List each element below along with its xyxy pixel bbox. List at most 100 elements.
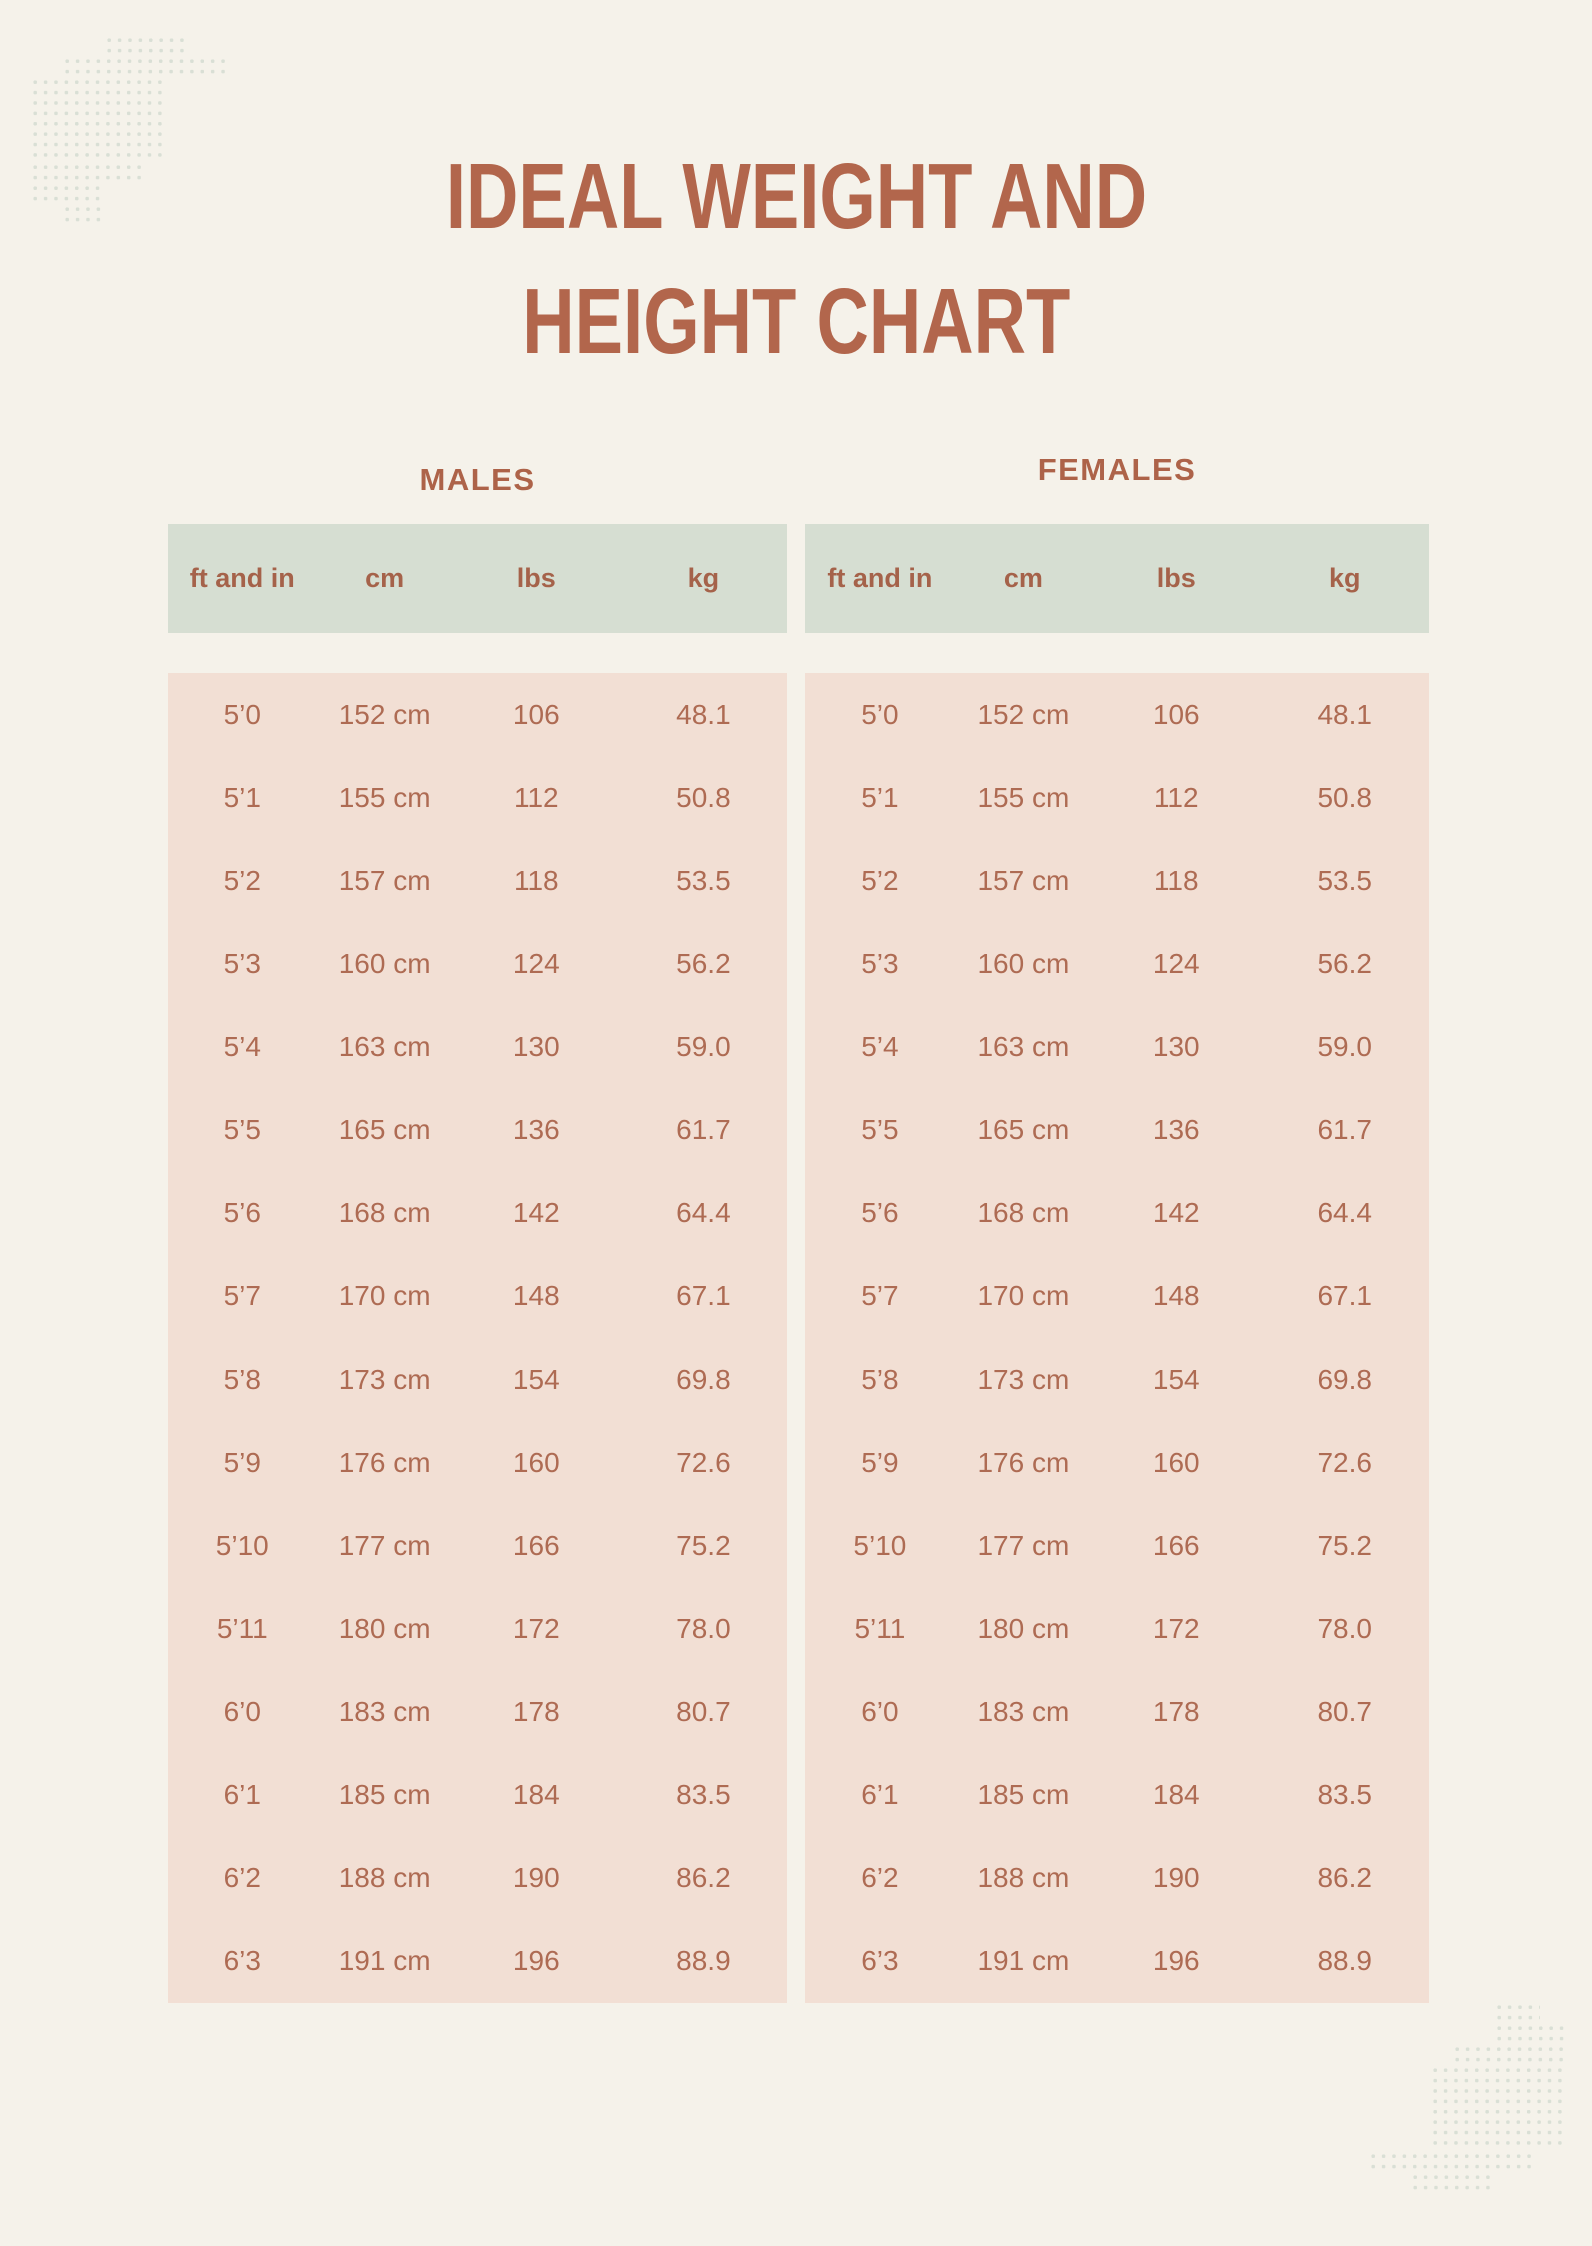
table-row: 5’2 157 cm 118 53.5 bbox=[805, 839, 1429, 922]
table-row: 5’1 155 cm 112 50.8 bbox=[805, 756, 1429, 839]
cell-kg: 75.2 bbox=[676, 1529, 731, 1561]
table-row: 6’3 191 cm 196 88.9 bbox=[805, 1920, 1429, 2003]
cell-ft-in: 5’0 bbox=[861, 698, 899, 730]
page-title: IDEAL WEIGHT AND HEIGHT CHART bbox=[0, 134, 1592, 384]
cell-cm: 180 cm bbox=[338, 1612, 431, 1644]
cell-kg: 88.9 bbox=[1317, 1945, 1372, 1977]
table-row: 5’3 160 cm 124 56.2 bbox=[805, 922, 1429, 1005]
cell-kg: 50.8 bbox=[676, 781, 731, 813]
cell-ft-in: 6’1 bbox=[223, 1779, 261, 1811]
cell-kg: 50.8 bbox=[1317, 781, 1372, 813]
cell-lbs: 112 bbox=[1153, 781, 1199, 813]
cell-ft-in: 5’4 bbox=[223, 1031, 261, 1063]
cell-cm: 191 cm bbox=[338, 1945, 431, 1977]
cell-lbs: 166 bbox=[512, 1529, 560, 1561]
table-row: 5’2 157 cm 118 53.5 bbox=[168, 839, 787, 922]
cell-kg: 69.8 bbox=[676, 1363, 731, 1395]
cell-cm: 155 cm bbox=[977, 781, 1070, 813]
page-title-line2: HEIGHT CHART bbox=[521, 269, 1071, 373]
cell-cm: 168 cm bbox=[338, 1197, 431, 1229]
table-row: 5’4 163 cm 130 59.0 bbox=[168, 1006, 787, 1089]
cell-cm: 180 cm bbox=[977, 1612, 1070, 1644]
cell-kg: 67.1 bbox=[676, 1280, 731, 1312]
cell-ft-in: 5’6 bbox=[861, 1197, 899, 1229]
cell-lbs: 166 bbox=[1152, 1529, 1200, 1561]
cell-cm: 176 cm bbox=[977, 1446, 1070, 1478]
cell-ft-in: 5’5 bbox=[861, 1114, 899, 1146]
cell-cm: 185 cm bbox=[338, 1779, 431, 1811]
dot-pattern-top-left bbox=[28, 181, 105, 204]
table-row: 5’9 176 cm 160 72.6 bbox=[805, 1421, 1429, 1504]
cell-cm: 157 cm bbox=[977, 864, 1070, 896]
cell-ft-in: 5’1 bbox=[861, 781, 899, 813]
table-row: 5’5 165 cm 136 61.7 bbox=[168, 1089, 787, 1172]
cell-lbs: 160 bbox=[512, 1446, 560, 1478]
cell-ft-in: 5’1 bbox=[223, 781, 261, 813]
cell-ft-in: 5’8 bbox=[223, 1363, 261, 1395]
dot-pattern-top-left bbox=[102, 33, 190, 56]
cell-cm: 155 cm bbox=[338, 781, 431, 813]
cell-cm: 160 cm bbox=[977, 947, 1070, 979]
dot-pattern-bottom-right bbox=[1492, 2000, 1540, 2022]
cell-lbs: 130 bbox=[512, 1031, 560, 1063]
cell-kg: 56.2 bbox=[676, 947, 731, 979]
cell-kg: 80.7 bbox=[1317, 1696, 1372, 1728]
cell-ft-in: 6’3 bbox=[861, 1945, 899, 1977]
cell-cm: 168 cm bbox=[977, 1197, 1070, 1229]
cell-lbs: 172 bbox=[512, 1612, 560, 1644]
cell-lbs: 190 bbox=[1152, 1862, 1200, 1894]
dot-pattern-top-left bbox=[60, 202, 106, 225]
page-title-line1: IDEAL WEIGHT AND bbox=[445, 144, 1147, 248]
cell-lbs: 178 bbox=[1152, 1696, 1200, 1728]
table-row: 6’2 188 cm 190 86.2 bbox=[805, 1837, 1429, 1920]
cell-ft-in: 5’9 bbox=[861, 1446, 899, 1478]
table-row: 5’9 176 cm 160 72.6 bbox=[168, 1421, 787, 1504]
cell-kg: 88.9 bbox=[676, 1945, 731, 1977]
cell-cm: 173 cm bbox=[977, 1363, 1070, 1395]
cell-cm: 177 cm bbox=[338, 1529, 431, 1561]
table-row: 6’0 183 cm 178 80.7 bbox=[805, 1671, 1429, 1754]
cell-kg: 64.4 bbox=[1317, 1197, 1372, 1229]
table-row: 5’7 170 cm 148 67.1 bbox=[168, 1255, 787, 1338]
cell-cm: 188 cm bbox=[977, 1862, 1070, 1894]
cell-ft-in: 5’5 bbox=[223, 1114, 261, 1146]
cell-kg: 86.2 bbox=[676, 1862, 731, 1894]
cell-kg: 78.0 bbox=[676, 1612, 731, 1644]
males-table-header: ft and in cm lbs kg bbox=[168, 524, 787, 633]
table-row: 5’0 152 cm 106 48.1 bbox=[805, 673, 1429, 756]
cell-kg: 48.1 bbox=[1317, 698, 1372, 730]
cell-ft-in: 5’7 bbox=[223, 1280, 261, 1312]
males-table-title: MALES bbox=[419, 462, 536, 497]
females-col-header-ft-in: ft and in bbox=[827, 563, 933, 593]
cell-cm: 165 cm bbox=[977, 1114, 1070, 1146]
males-col-header-kg: kg bbox=[687, 563, 720, 593]
females-col-header-lbs: lbs bbox=[1156, 563, 1196, 593]
cell-lbs: 190 bbox=[512, 1862, 560, 1894]
cell-kg: 83.5 bbox=[1317, 1779, 1372, 1811]
cell-cm: 157 cm bbox=[338, 864, 431, 896]
cell-ft-in: 6’0 bbox=[861, 1696, 899, 1728]
cell-lbs: 196 bbox=[512, 1945, 560, 1977]
table-row: 5’11 180 cm 172 78.0 bbox=[805, 1587, 1429, 1670]
cell-kg: 56.2 bbox=[1317, 947, 1372, 979]
cell-ft-in: 6’3 bbox=[223, 1945, 261, 1977]
cell-cm: 185 cm bbox=[977, 1779, 1070, 1811]
dot-pattern-top-left bbox=[28, 75, 168, 162]
cell-kg: 80.7 bbox=[676, 1696, 731, 1728]
cell-lbs: 142 bbox=[512, 1197, 560, 1229]
table-row: 5’10 177 cm 166 75.2 bbox=[168, 1504, 787, 1587]
cell-cm: 163 cm bbox=[977, 1031, 1070, 1063]
cell-lbs: 118 bbox=[1153, 864, 1199, 896]
table-row: 6’1 185 cm 184 83.5 bbox=[168, 1754, 787, 1837]
cell-lbs: 160 bbox=[1152, 1446, 1200, 1478]
cell-lbs: 130 bbox=[1152, 1031, 1200, 1063]
males-col-header-ft-in: ft and in bbox=[189, 563, 295, 593]
cell-ft-in: 5’2 bbox=[223, 864, 261, 896]
table-row: 5’11 180 cm 172 78.0 bbox=[168, 1587, 787, 1670]
dot-pattern-bottom-right bbox=[1428, 2063, 1564, 2149]
cell-cm: 170 cm bbox=[977, 1280, 1070, 1312]
cell-lbs: 112 bbox=[513, 781, 559, 813]
males-col-header-cm: cm bbox=[365, 563, 405, 593]
cell-lbs: 118 bbox=[513, 864, 559, 896]
